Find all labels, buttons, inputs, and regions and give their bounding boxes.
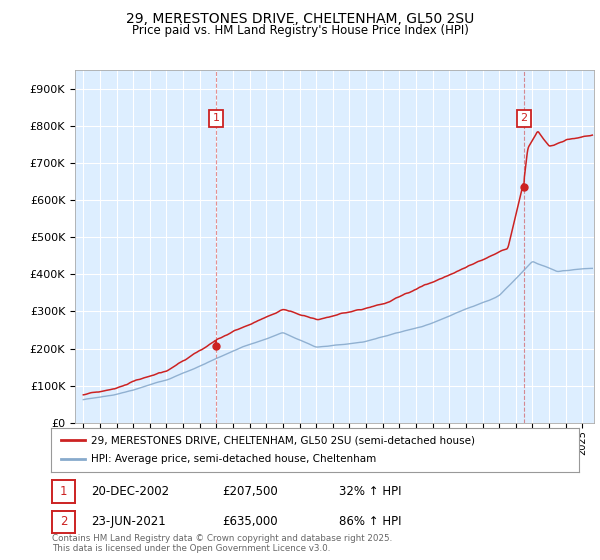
Text: HPI: Average price, semi-detached house, Cheltenham: HPI: Average price, semi-detached house,… [91,454,376,464]
Text: 2: 2 [520,113,527,123]
Text: 86% ↑ HPI: 86% ↑ HPI [339,515,401,529]
Text: £635,000: £635,000 [222,515,278,529]
Text: £207,500: £207,500 [222,485,278,498]
Text: 1: 1 [60,485,67,498]
Text: 20-DEC-2002: 20-DEC-2002 [91,485,169,498]
Text: 32% ↑ HPI: 32% ↑ HPI [339,485,401,498]
Text: 29, MERESTONES DRIVE, CHELTENHAM, GL50 2SU: 29, MERESTONES DRIVE, CHELTENHAM, GL50 2… [126,12,474,26]
Text: 2: 2 [60,515,67,529]
Text: 29, MERESTONES DRIVE, CHELTENHAM, GL50 2SU (semi-detached house): 29, MERESTONES DRIVE, CHELTENHAM, GL50 2… [91,435,475,445]
Text: 23-JUN-2021: 23-JUN-2021 [91,515,166,529]
Text: 1: 1 [212,113,220,123]
Text: Price paid vs. HM Land Registry's House Price Index (HPI): Price paid vs. HM Land Registry's House … [131,24,469,36]
Text: Contains HM Land Registry data © Crown copyright and database right 2025.
This d: Contains HM Land Registry data © Crown c… [52,534,392,553]
